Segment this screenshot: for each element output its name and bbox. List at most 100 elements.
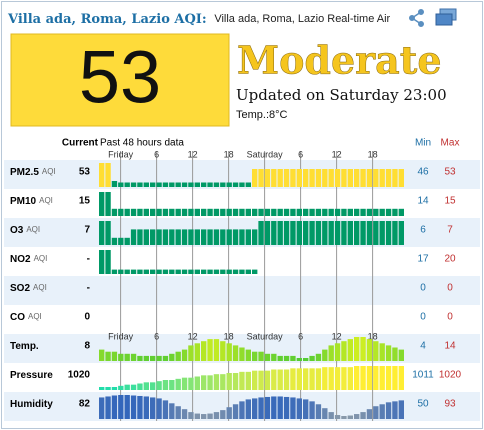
history-bar bbox=[201, 341, 207, 361]
history-bar bbox=[213, 339, 220, 361]
history-bar bbox=[111, 395, 118, 419]
row-min: 46 bbox=[417, 167, 429, 178]
history-bar bbox=[252, 269, 258, 274]
history-bar bbox=[347, 415, 353, 419]
history-bar bbox=[137, 208, 143, 216]
header-title: Villa ada, Roma, Lazio AQI: bbox=[7, 12, 207, 27]
history-bar bbox=[271, 369, 277, 390]
history-bar bbox=[169, 182, 175, 187]
history-bar bbox=[341, 169, 347, 187]
history-bar bbox=[264, 396, 271, 419]
history-bar bbox=[162, 380, 169, 390]
history-bar bbox=[150, 397, 156, 419]
history-bar bbox=[373, 366, 379, 390]
history-bar bbox=[201, 414, 207, 419]
history-bar bbox=[296, 169, 302, 187]
history-bar bbox=[245, 371, 251, 390]
history-bar bbox=[245, 399, 251, 419]
share-icon[interactable] bbox=[409, 9, 424, 27]
row-name-text: NO2 bbox=[10, 254, 31, 265]
row-max: 7 bbox=[447, 225, 453, 236]
history-bar bbox=[277, 221, 283, 245]
history-bar bbox=[194, 343, 200, 361]
history-bar bbox=[258, 397, 264, 419]
history-bar bbox=[111, 351, 118, 361]
history-bar bbox=[398, 208, 404, 216]
history-bar bbox=[277, 355, 283, 361]
history-bar bbox=[105, 250, 111, 274]
history-bar bbox=[328, 367, 334, 390]
history-bar bbox=[162, 400, 169, 419]
history-bar bbox=[309, 169, 315, 187]
row-unit: AQI bbox=[26, 225, 40, 234]
row-unit: AQI bbox=[42, 167, 56, 176]
history-bar bbox=[373, 406, 379, 419]
row-max: 1020 bbox=[439, 370, 462, 381]
history-bar bbox=[175, 208, 181, 216]
row-max: 15 bbox=[444, 196, 456, 207]
history-bar bbox=[232, 373, 239, 390]
history-bar bbox=[188, 345, 194, 361]
row-name-text: SO2 bbox=[10, 283, 30, 294]
row-current: 7 bbox=[84, 225, 90, 236]
history-bar bbox=[252, 229, 258, 245]
history-bar bbox=[194, 269, 200, 274]
history-bar bbox=[252, 398, 258, 419]
history-bar bbox=[303, 358, 309, 361]
history-bar bbox=[296, 368, 302, 390]
history-bar bbox=[111, 387, 118, 390]
row-max: 0 bbox=[447, 312, 453, 323]
history-bar bbox=[303, 368, 309, 390]
history-bar bbox=[245, 269, 251, 274]
row-min: 17 bbox=[417, 254, 429, 265]
history-bar bbox=[239, 229, 245, 245]
history-bar bbox=[232, 404, 239, 419]
history-bar bbox=[220, 269, 226, 274]
history-bar bbox=[322, 221, 328, 245]
row-name: PM2.5 AQI bbox=[10, 167, 56, 178]
history-bar bbox=[334, 415, 341, 419]
history-bar bbox=[99, 163, 105, 187]
row-min: 4 bbox=[420, 341, 426, 352]
time-label: 18 bbox=[368, 149, 378, 159]
history-bar bbox=[207, 413, 213, 419]
history-bar bbox=[188, 208, 194, 216]
history-bar bbox=[252, 169, 258, 187]
row-name-text: PM10 bbox=[10, 196, 37, 207]
history-bar bbox=[322, 408, 328, 419]
history-bar bbox=[309, 355, 315, 361]
history-bar bbox=[296, 398, 302, 419]
history-bar bbox=[283, 208, 290, 216]
history-bar bbox=[315, 368, 322, 390]
history-bar bbox=[143, 355, 149, 361]
history-bar bbox=[245, 349, 251, 361]
history-bar bbox=[309, 208, 315, 216]
history-bar bbox=[373, 208, 379, 216]
history-bar bbox=[360, 366, 366, 390]
history-bar bbox=[245, 208, 251, 216]
history-bar bbox=[181, 377, 188, 390]
history-bar bbox=[143, 396, 149, 419]
history-bar bbox=[334, 208, 341, 216]
history-bar bbox=[226, 182, 232, 187]
history-bar bbox=[143, 229, 149, 245]
history-bar bbox=[347, 367, 353, 390]
history-bar bbox=[283, 355, 290, 361]
time-label: 6 bbox=[154, 149, 159, 159]
history-bar bbox=[379, 343, 385, 361]
row-min: 6 bbox=[420, 225, 426, 236]
history-bar bbox=[245, 182, 251, 187]
time-label: 18 bbox=[224, 331, 234, 341]
history-bar bbox=[379, 208, 385, 216]
history-bar bbox=[239, 371, 245, 390]
history-bar bbox=[347, 208, 353, 216]
row-current: 82 bbox=[79, 399, 91, 410]
window-icon[interactable] bbox=[435, 8, 457, 26]
time-label: Friday bbox=[108, 149, 134, 159]
history-bar bbox=[226, 229, 232, 245]
history-bar bbox=[143, 382, 149, 390]
row-name: SO2 AQI bbox=[10, 283, 47, 294]
history-bar bbox=[169, 403, 175, 419]
aqi-box bbox=[10, 33, 230, 127]
